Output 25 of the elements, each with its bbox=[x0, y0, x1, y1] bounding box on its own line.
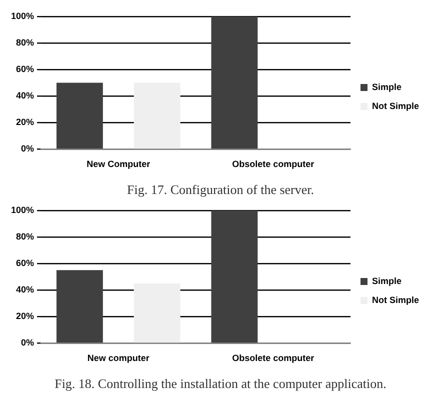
y-tick-label: 20% bbox=[16, 117, 34, 128]
legend-label: Not Simple bbox=[372, 100, 420, 111]
legend-label: Simple bbox=[372, 276, 402, 286]
x-tick-label: New computer bbox=[87, 353, 150, 364]
y-tick-label: 0% bbox=[21, 144, 34, 154]
caption: Fig. 18. Controlling the installation at the computer application. bbox=[54, 376, 388, 392]
y-tick-label: 40% bbox=[16, 284, 34, 295]
y-tick-label: 80% bbox=[16, 231, 34, 242]
y-tick-label: 40% bbox=[16, 90, 34, 101]
y-tick-label: 60% bbox=[16, 64, 34, 74]
y-tick-label: 100% bbox=[10, 10, 34, 21]
bar bbox=[134, 283, 180, 343]
x-tick-label: New Computer bbox=[86, 159, 151, 170]
x-tick-label: Obsolete computer bbox=[232, 159, 315, 170]
y-tick-label: 100% bbox=[10, 204, 34, 215]
y-tick-label: 20% bbox=[16, 311, 34, 322]
caption: Fig. 17. Configuration of the server. bbox=[126, 182, 316, 198]
y-tick-label: 0% bbox=[21, 338, 34, 348]
bar bbox=[211, 210, 258, 343]
legend-label: Not Simple bbox=[372, 294, 420, 305]
bar bbox=[56, 270, 103, 343]
y-tick-label: 60% bbox=[16, 258, 34, 268]
x-tick-label: Obsolete computer bbox=[232, 353, 315, 364]
y-tick-label: 80% bbox=[16, 37, 34, 48]
legend-label: Simple bbox=[372, 82, 402, 92]
